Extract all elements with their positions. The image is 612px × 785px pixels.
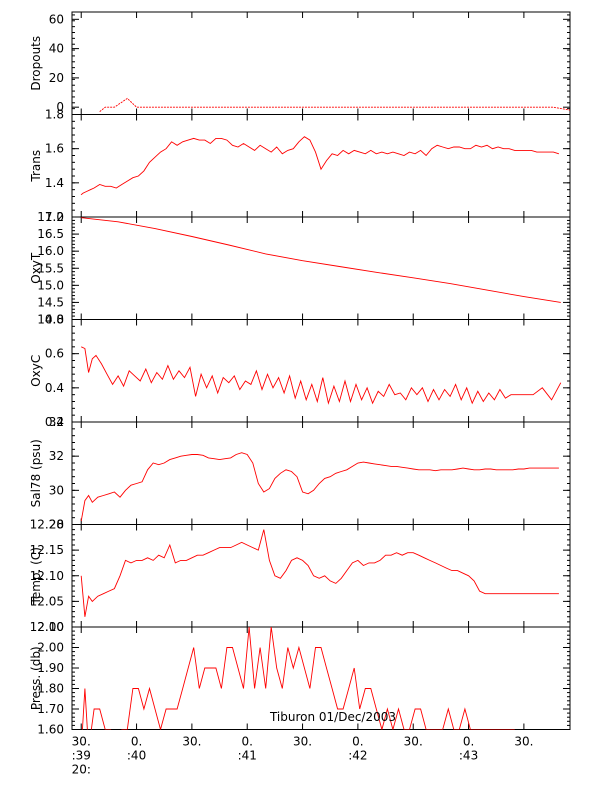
y-tick-label: 30 xyxy=(49,483,64,497)
x-tick-label: :40 xyxy=(127,749,146,763)
x-tick-label: :42 xyxy=(348,749,367,763)
x-tick-label: :39 xyxy=(72,749,91,763)
y-tick-label: 60 xyxy=(49,12,64,26)
panel-oxyc: 0.2 0.4 0.6 0.8 OxyC xyxy=(29,313,571,429)
y-tick-label: 1.8 xyxy=(45,108,64,122)
y-tick-label: 14.0 xyxy=(37,313,64,327)
y-tick-label: 0.8 xyxy=(45,313,64,327)
y-tick-label: 0.2 xyxy=(45,415,64,429)
x-tick-label: 0. xyxy=(352,735,363,749)
x-tick-label: 30. xyxy=(404,735,423,749)
y-tick-label: 20 xyxy=(49,71,64,85)
panel-temp: 12.00 12.05 12.10 12.15 12.20 Temp. (C) xyxy=(29,518,571,634)
panel-oxyt: 14.0 14.5 15.0 15.5 16.0 16.5 17.0 OxyT xyxy=(29,210,571,327)
y-tick-label: 1.60 xyxy=(37,723,64,737)
time-axis-caption: Tiburon 01/Dec/2003 xyxy=(269,710,396,724)
y-tick-label: 12.05 xyxy=(30,594,64,608)
y-tick-label: 2.10 xyxy=(37,620,64,634)
y-tick-label: 34 xyxy=(49,415,64,429)
y-tick-label: 0.6 xyxy=(45,347,64,361)
series-line-dropouts xyxy=(99,97,570,112)
y-tick-label: 16.5 xyxy=(37,227,64,241)
y-axis-label: OxyT xyxy=(29,252,43,284)
y-tick-label: 1.6 xyxy=(45,142,64,156)
y-tick-label: 32 xyxy=(49,449,64,463)
y-tick-label: 40 xyxy=(49,42,64,56)
y-tick-label: 12.00 xyxy=(30,620,64,634)
x-tick-label: :41 xyxy=(238,749,257,763)
y-tick-label: 1.4 xyxy=(45,176,64,190)
panel-sal78: 28 30 32 34 Sal78 (psu) xyxy=(29,415,571,532)
y-axis-label: Temp. (C) xyxy=(29,547,43,605)
series-line-sal78 xyxy=(80,452,559,522)
y-axis-label: Dropouts xyxy=(29,36,43,91)
panel-frame xyxy=(71,421,571,525)
y-tick-label: 1.70 xyxy=(37,702,64,716)
y-tick-label: 12.15 xyxy=(30,543,64,557)
x-tick-label: 30. xyxy=(72,735,91,749)
y-axis-label: Press. (db) xyxy=(29,646,43,710)
y-tick-label: 0 xyxy=(56,100,64,114)
panel-trans: 1.2 1.4 1.6 1.8 Trans xyxy=(29,108,571,224)
panel-frame xyxy=(71,114,571,218)
panel-frame xyxy=(71,11,571,115)
y-tick-label: 0.4 xyxy=(45,381,64,395)
panel-frame xyxy=(71,626,571,730)
x-tick-label: 0. xyxy=(241,735,252,749)
x-tick-label: 0. xyxy=(131,735,142,749)
panel-press: 1.60 1.70 1.80 1.90 2.00 2.10 Press. (db) xyxy=(29,620,571,737)
series-line-oxyc xyxy=(81,346,562,405)
series-line-oxyt xyxy=(81,217,561,303)
panel-frame xyxy=(71,524,571,628)
panel-frame xyxy=(71,216,571,320)
y-axis-label: Sal78 (psu) xyxy=(29,439,43,507)
y-tick-label: 15.5 xyxy=(37,261,64,275)
x-tick-label: 30. xyxy=(514,735,533,749)
y-axis-label: Trans xyxy=(29,150,43,183)
y-tick-label: 1.2 xyxy=(45,210,64,224)
y-tick-label: 12.10 xyxy=(30,569,64,583)
y-tick-label: 1.90 xyxy=(37,661,64,675)
series-line-trans xyxy=(80,136,560,196)
y-tick-label: 15.0 xyxy=(37,278,64,292)
series-line-temp xyxy=(80,529,559,617)
y-tick-label: 12.20 xyxy=(30,518,64,532)
x-tick-label: 30. xyxy=(182,735,201,749)
panel-dropouts: 0 20 40 60 Dropouts xyxy=(29,11,571,115)
y-tick-label: 14.5 xyxy=(37,295,64,309)
x-tick-label: :43 xyxy=(459,749,478,763)
y-axis-label: OxyC xyxy=(29,355,43,387)
x-tick-label: 20: xyxy=(72,763,91,777)
y-tick-label: 1.80 xyxy=(37,682,64,696)
x-tick-label: 0. xyxy=(463,735,474,749)
y-tick-label: 17.0 xyxy=(37,210,64,224)
chart-panels: 0 20 40 60 Dropouts 1.2 1.4 1.6 1.8 Trans 14.0 14.5… xyxy=(29,11,571,737)
x-tick-label: 30. xyxy=(293,735,312,749)
y-tick-label: 2.00 xyxy=(37,641,64,655)
y-tick-label: 28 xyxy=(49,518,64,532)
y-tick-label: 16.0 xyxy=(37,244,64,258)
series-line-press xyxy=(81,627,515,730)
